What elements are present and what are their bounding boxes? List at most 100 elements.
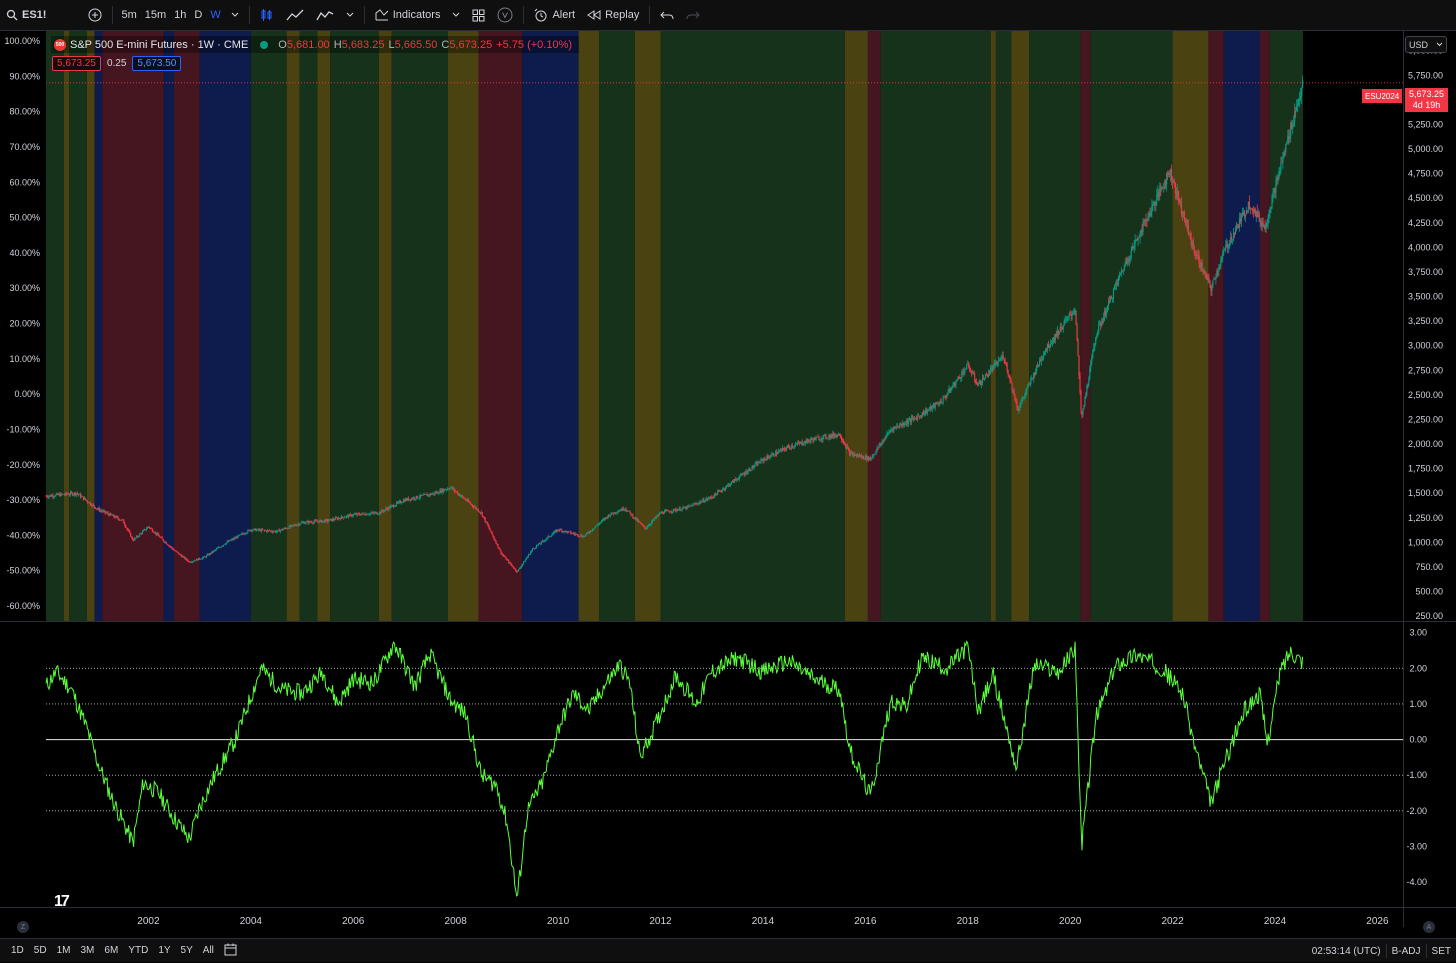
- candle-body: [626, 510, 628, 512]
- candle-body: [646, 527, 648, 529]
- indicators-button[interactable]: Indicators: [369, 0, 447, 31]
- sell-price-button[interactable]: 5,673.25: [52, 56, 101, 71]
- candle-body: [1033, 372, 1035, 380]
- range-3m[interactable]: 3M: [80, 945, 95, 956]
- candle-body: [873, 454, 875, 455]
- candle-body: [292, 525, 294, 526]
- line-chart-button[interactable]: [280, 0, 310, 31]
- candle-body: [645, 528, 647, 529]
- candle-body: [1042, 353, 1045, 358]
- session-toggle[interactable]: SET: [1431, 945, 1451, 957]
- candle-body: [555, 530, 557, 532]
- interval-dropdown[interactable]: [225, 0, 245, 31]
- candles-button[interactable]: [254, 0, 280, 31]
- zoom-reset-button[interactable]: Z: [17, 921, 29, 933]
- candle-body: [977, 383, 980, 385]
- range-1y[interactable]: 1Y: [158, 945, 171, 956]
- candle-body: [1120, 270, 1122, 274]
- candle-body: [676, 509, 678, 511]
- candle-body: [240, 534, 242, 535]
- candle-body: [905, 423, 907, 425]
- candle-body: [729, 484, 732, 486]
- candle-body: [860, 455, 862, 457]
- candle-body: [826, 438, 828, 439]
- candle-body: [173, 549, 175, 551]
- range-6m[interactable]: 6M: [104, 945, 119, 956]
- open-value: 5,681.00: [286, 38, 330, 51]
- interval-15m[interactable]: 15m: [144, 9, 167, 21]
- candle-body: [126, 527, 128, 529]
- chart-type-dropdown[interactable]: [340, 0, 360, 31]
- adjustment-toggle[interactable]: B-ADJ: [1391, 945, 1421, 957]
- buy-price-button[interactable]: 5,673.50: [132, 56, 182, 71]
- templates-dropdown[interactable]: [446, 0, 466, 31]
- series-legend[interactable]: 500 S&P 500 E-mini Futures · 1W · CME O5…: [51, 36, 580, 53]
- candle-body: [993, 363, 995, 366]
- candle-body: [1016, 401, 1018, 408]
- auto-scale-button[interactable]: A: [1423, 921, 1435, 933]
- undo-button[interactable]: [654, 0, 680, 31]
- time-tick-label: 2002: [137, 916, 160, 927]
- interval-w[interactable]: W: [210, 9, 221, 21]
- candle-body: [686, 506, 688, 509]
- clock-display[interactable]: 02:53:14 (UTC): [1311, 945, 1381, 957]
- currency-selector[interactable]: USD: [1405, 36, 1447, 53]
- candle-body: [1122, 270, 1124, 272]
- candle-body: [619, 510, 621, 512]
- candle-body: [61, 493, 63, 495]
- candle-body: [180, 554, 182, 556]
- tradingview-logo[interactable]: 17: [54, 893, 70, 910]
- area-chart-button[interactable]: [310, 0, 340, 31]
- range-5y[interactable]: 5Y: [180, 945, 193, 956]
- candle-body: [84, 498, 86, 500]
- candle-body: [853, 454, 856, 456]
- candle-body: [987, 373, 990, 377]
- candle-body: [395, 502, 398, 506]
- candle-body: [1056, 330, 1058, 337]
- symbol-search[interactable]: ES1!: [0, 0, 52, 31]
- range-ytd[interactable]: YTD: [128, 945, 149, 956]
- layout-button[interactable]: [466, 0, 491, 31]
- candle-body: [203, 556, 206, 558]
- candle-body: [225, 542, 227, 545]
- replay-button[interactable]: Replay: [581, 0, 645, 31]
- range-1d[interactable]: 1D: [11, 945, 24, 956]
- candle-body: [137, 536, 140, 537]
- candle-body: [1114, 285, 1117, 287]
- candle-body: [617, 511, 619, 513]
- goto-date-button[interactable]: [219, 943, 243, 959]
- divider: [523, 6, 525, 24]
- candle-body: [547, 536, 549, 538]
- interval-1h[interactable]: 1h: [174, 9, 187, 21]
- regime-band-20: [578, 31, 600, 621]
- candle-body: [880, 443, 882, 446]
- interval-5m[interactable]: 5m: [121, 9, 137, 21]
- candle-body: [281, 529, 283, 530]
- candle-body: [475, 507, 477, 510]
- candle-body: [201, 557, 204, 559]
- compare-button[interactable]: [82, 0, 108, 31]
- candle-body: [400, 502, 403, 504]
- redo-button[interactable]: [680, 0, 706, 31]
- range-all[interactable]: All: [202, 945, 214, 956]
- candle-body: [529, 552, 532, 555]
- range-5d[interactable]: 5D: [33, 945, 47, 956]
- interval-d[interactable]: D: [194, 9, 203, 21]
- candle-body: [706, 498, 708, 500]
- alpha-button[interactable]: [491, 0, 519, 31]
- candle-body: [192, 561, 194, 563]
- range-1m[interactable]: 1M: [56, 945, 71, 956]
- alert-button[interactable]: Alert: [528, 0, 581, 31]
- candle-body: [1115, 283, 1118, 286]
- candle-body: [280, 529, 282, 531]
- candle-body: [512, 565, 514, 568]
- regime-band-25: [867, 31, 881, 621]
- candle-body: [947, 392, 949, 395]
- candle-body: [508, 560, 510, 563]
- candle-body: [740, 474, 742, 475]
- candle-body: [430, 493, 432, 495]
- chart-canvas[interactable]: 6,000.005,750.005,500.005,250.005,000.00…: [0, 31, 1456, 938]
- candle-body: [1081, 411, 1083, 416]
- candle-body: [163, 540, 165, 543]
- candle-body: [1140, 229, 1142, 237]
